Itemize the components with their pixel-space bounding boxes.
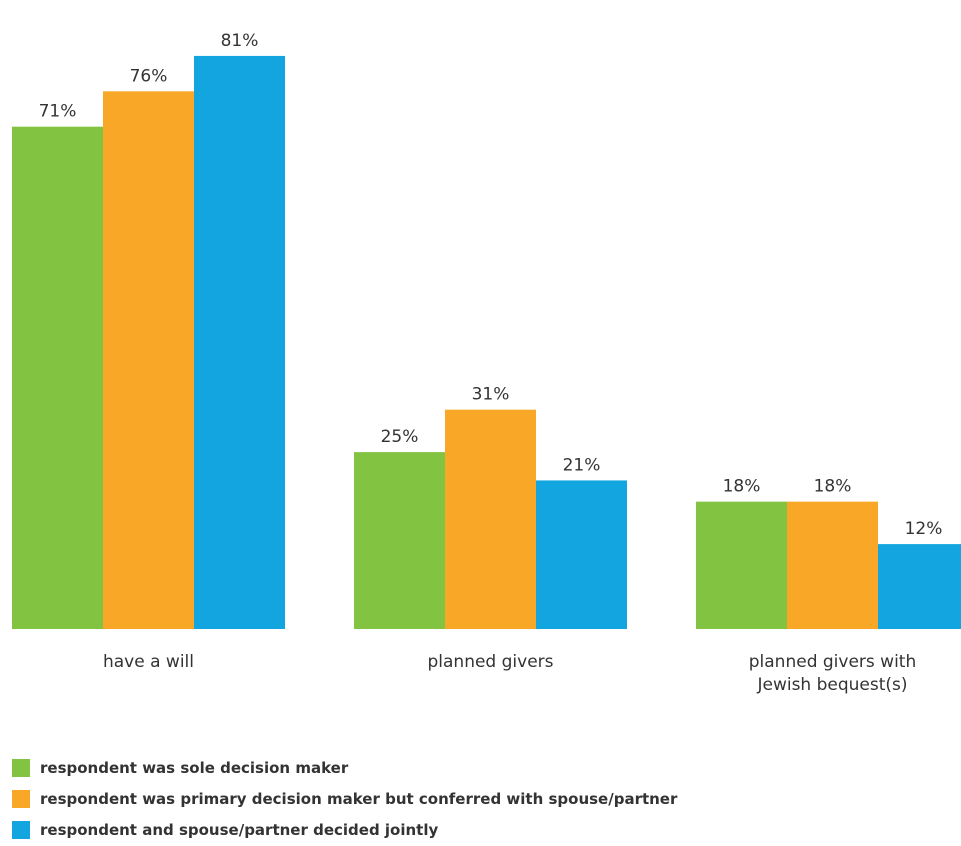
bar-s2-c0 xyxy=(194,55,285,630)
bar-value-label-s1-c0: 76% xyxy=(130,66,168,86)
bar-value-label-s2-c0: 81% xyxy=(221,31,259,51)
bar-s1-c0 xyxy=(103,91,194,630)
bar-value-label-s0-c0: 71% xyxy=(39,102,77,122)
bar-s0-c2 xyxy=(696,501,787,629)
bar-s0-c1 xyxy=(354,452,445,629)
legend-swatch-2 xyxy=(12,821,30,839)
bar-s2-c1 xyxy=(536,480,627,629)
bar-value-label-s0-c1: 25% xyxy=(381,427,419,447)
category-label-2-line-1: Jewish bequest(s) xyxy=(756,675,907,695)
category-label-2-line-0: planned givers with xyxy=(749,652,917,672)
legend-swatch-1 xyxy=(12,790,30,808)
bar-s1-c1 xyxy=(445,409,536,629)
legend-label-0: respondent was sole decision maker xyxy=(40,759,349,777)
bar-value-label-s2-c1: 21% xyxy=(563,455,601,475)
bar-s1-c2 xyxy=(787,501,878,629)
category-label-1-line-0: planned givers xyxy=(427,652,553,672)
bar-value-label-s1-c1: 31% xyxy=(472,385,510,405)
legend-swatch-0 xyxy=(12,759,30,777)
bar-s2-c2 xyxy=(878,544,961,629)
bar-value-label-s2-c2: 12% xyxy=(905,519,943,539)
bar-s0-c0 xyxy=(12,126,103,630)
bar-value-label-s1-c2: 18% xyxy=(814,477,852,497)
legend-label-1: respondent was primary decision maker bu… xyxy=(40,790,678,808)
legend-label-2: respondent and spouse/partner decided jo… xyxy=(40,821,438,839)
category-label-0-line-0: have a will xyxy=(103,652,194,672)
bar-value-label-s0-c2: 18% xyxy=(723,477,761,497)
